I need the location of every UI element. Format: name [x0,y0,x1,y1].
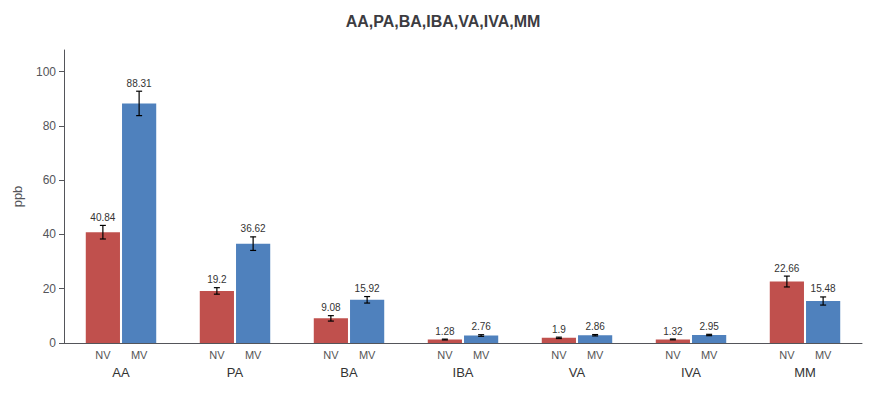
svg-text:2.86: 2.86 [585,321,605,332]
svg-text:MV: MV [245,349,262,361]
svg-text:2.95: 2.95 [699,321,719,332]
svg-text:NV: NV [209,349,225,361]
svg-text:36.62: 36.62 [241,223,266,234]
svg-text:IBA: IBA [453,365,474,380]
svg-text:1.9: 1.9 [552,324,566,335]
svg-text:AA,PA,BA,IBA,VA,IVA,MM: AA,PA,BA,IBA,VA,IVA,MM [346,13,541,30]
svg-text:MV: MV [131,349,148,361]
svg-text:NV: NV [437,349,453,361]
svg-text:19.2: 19.2 [207,274,227,285]
svg-text:MM: MM [794,365,816,380]
svg-text:AA: AA [112,365,130,380]
svg-text:MV: MV [815,349,832,361]
svg-text:MV: MV [473,349,490,361]
svg-text:ppb: ppb [10,186,25,208]
svg-text:NV: NV [665,349,681,361]
svg-text:VA: VA [569,365,586,380]
svg-text:1.32: 1.32 [663,326,683,337]
svg-text:40.84: 40.84 [90,212,115,223]
svg-text:1.28: 1.28 [435,326,455,337]
svg-text:NV: NV [95,349,111,361]
svg-text:80: 80 [43,119,57,133]
svg-text:40: 40 [43,227,57,241]
svg-text:2.76: 2.76 [471,321,491,332]
svg-text:88.31: 88.31 [127,78,152,89]
svg-text:100: 100 [36,65,56,79]
svg-text:15.92: 15.92 [355,283,380,294]
svg-text:15.48: 15.48 [811,283,836,294]
svg-text:MV: MV [701,349,718,361]
svg-text:BA: BA [340,365,358,380]
svg-text:NV: NV [779,349,795,361]
svg-text:MV: MV [587,349,604,361]
svg-text:0: 0 [49,336,56,350]
svg-text:MV: MV [359,349,376,361]
svg-text:60: 60 [43,173,57,187]
svg-text:22.66: 22.66 [774,263,799,274]
svg-text:9.08: 9.08 [321,302,341,313]
svg-text:20: 20 [43,282,57,296]
svg-text:PA: PA [227,365,244,380]
svg-text:NV: NV [551,349,567,361]
svg-text:NV: NV [323,349,339,361]
svg-text:IVA: IVA [681,365,701,380]
